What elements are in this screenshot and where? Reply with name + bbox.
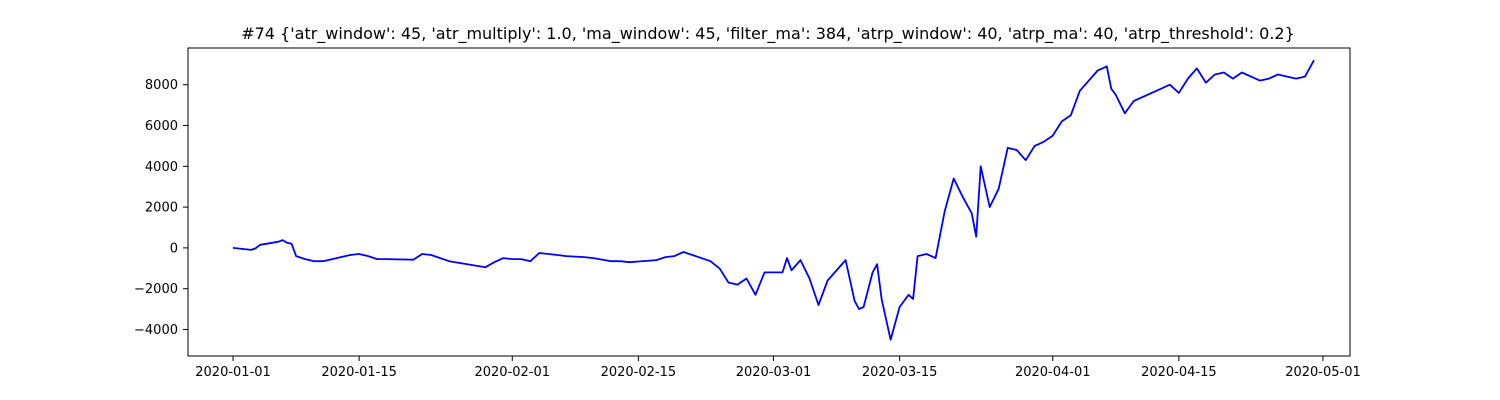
y-tick-label: 6000 bbox=[145, 119, 178, 134]
y-tick-label: 2000 bbox=[145, 201, 178, 216]
x-tick-label: 2020-03-15 bbox=[862, 365, 938, 380]
x-tick-label: 2020-04-01 bbox=[1015, 365, 1091, 380]
x-tick-label: 2020-04-15 bbox=[1141, 365, 1217, 380]
plot-area bbox=[232, 59, 1315, 341]
plot-frame bbox=[187, 47, 1351, 357]
x-tick-label: 2020-01-01 bbox=[195, 365, 271, 380]
series-line-0 bbox=[232, 59, 1315, 341]
chart-title: #74 {'atr_window': 45, 'atr_multiply': 1… bbox=[241, 24, 1295, 44]
y-tick-label: −4000 bbox=[134, 323, 178, 338]
x-tick-label: 2020-05-01 bbox=[1285, 365, 1361, 380]
x-tick-label: 2020-02-01 bbox=[474, 365, 550, 380]
axes: 2020-01-01 2020-01-15 2020-02-01 2020-02-15… bbox=[134, 47, 1361, 380]
y-tick-label: 4000 bbox=[145, 160, 178, 175]
y-tick-label: −2000 bbox=[134, 282, 178, 297]
x-tick-label: 2020-02-15 bbox=[601, 365, 677, 380]
x-tick-label: 2020-01-15 bbox=[321, 365, 397, 380]
x-tick-label: 2020-03-01 bbox=[736, 365, 812, 380]
y-tick-label: 0 bbox=[170, 241, 178, 256]
y-tick-label: 8000 bbox=[145, 78, 178, 93]
